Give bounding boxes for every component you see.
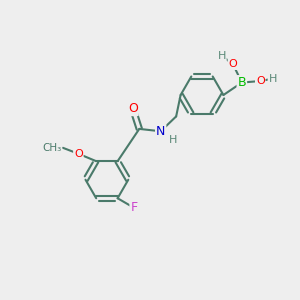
Text: N: N bbox=[156, 125, 165, 138]
Text: H: H bbox=[268, 74, 277, 84]
Text: O: O bbox=[74, 149, 83, 159]
Text: O: O bbox=[128, 102, 138, 115]
Text: H: H bbox=[218, 51, 226, 61]
Text: H: H bbox=[169, 135, 177, 145]
Text: B: B bbox=[238, 76, 246, 89]
Text: O: O bbox=[229, 59, 237, 69]
Text: CH₃: CH₃ bbox=[42, 143, 62, 153]
Text: O: O bbox=[256, 76, 265, 86]
Text: F: F bbox=[130, 201, 137, 214]
